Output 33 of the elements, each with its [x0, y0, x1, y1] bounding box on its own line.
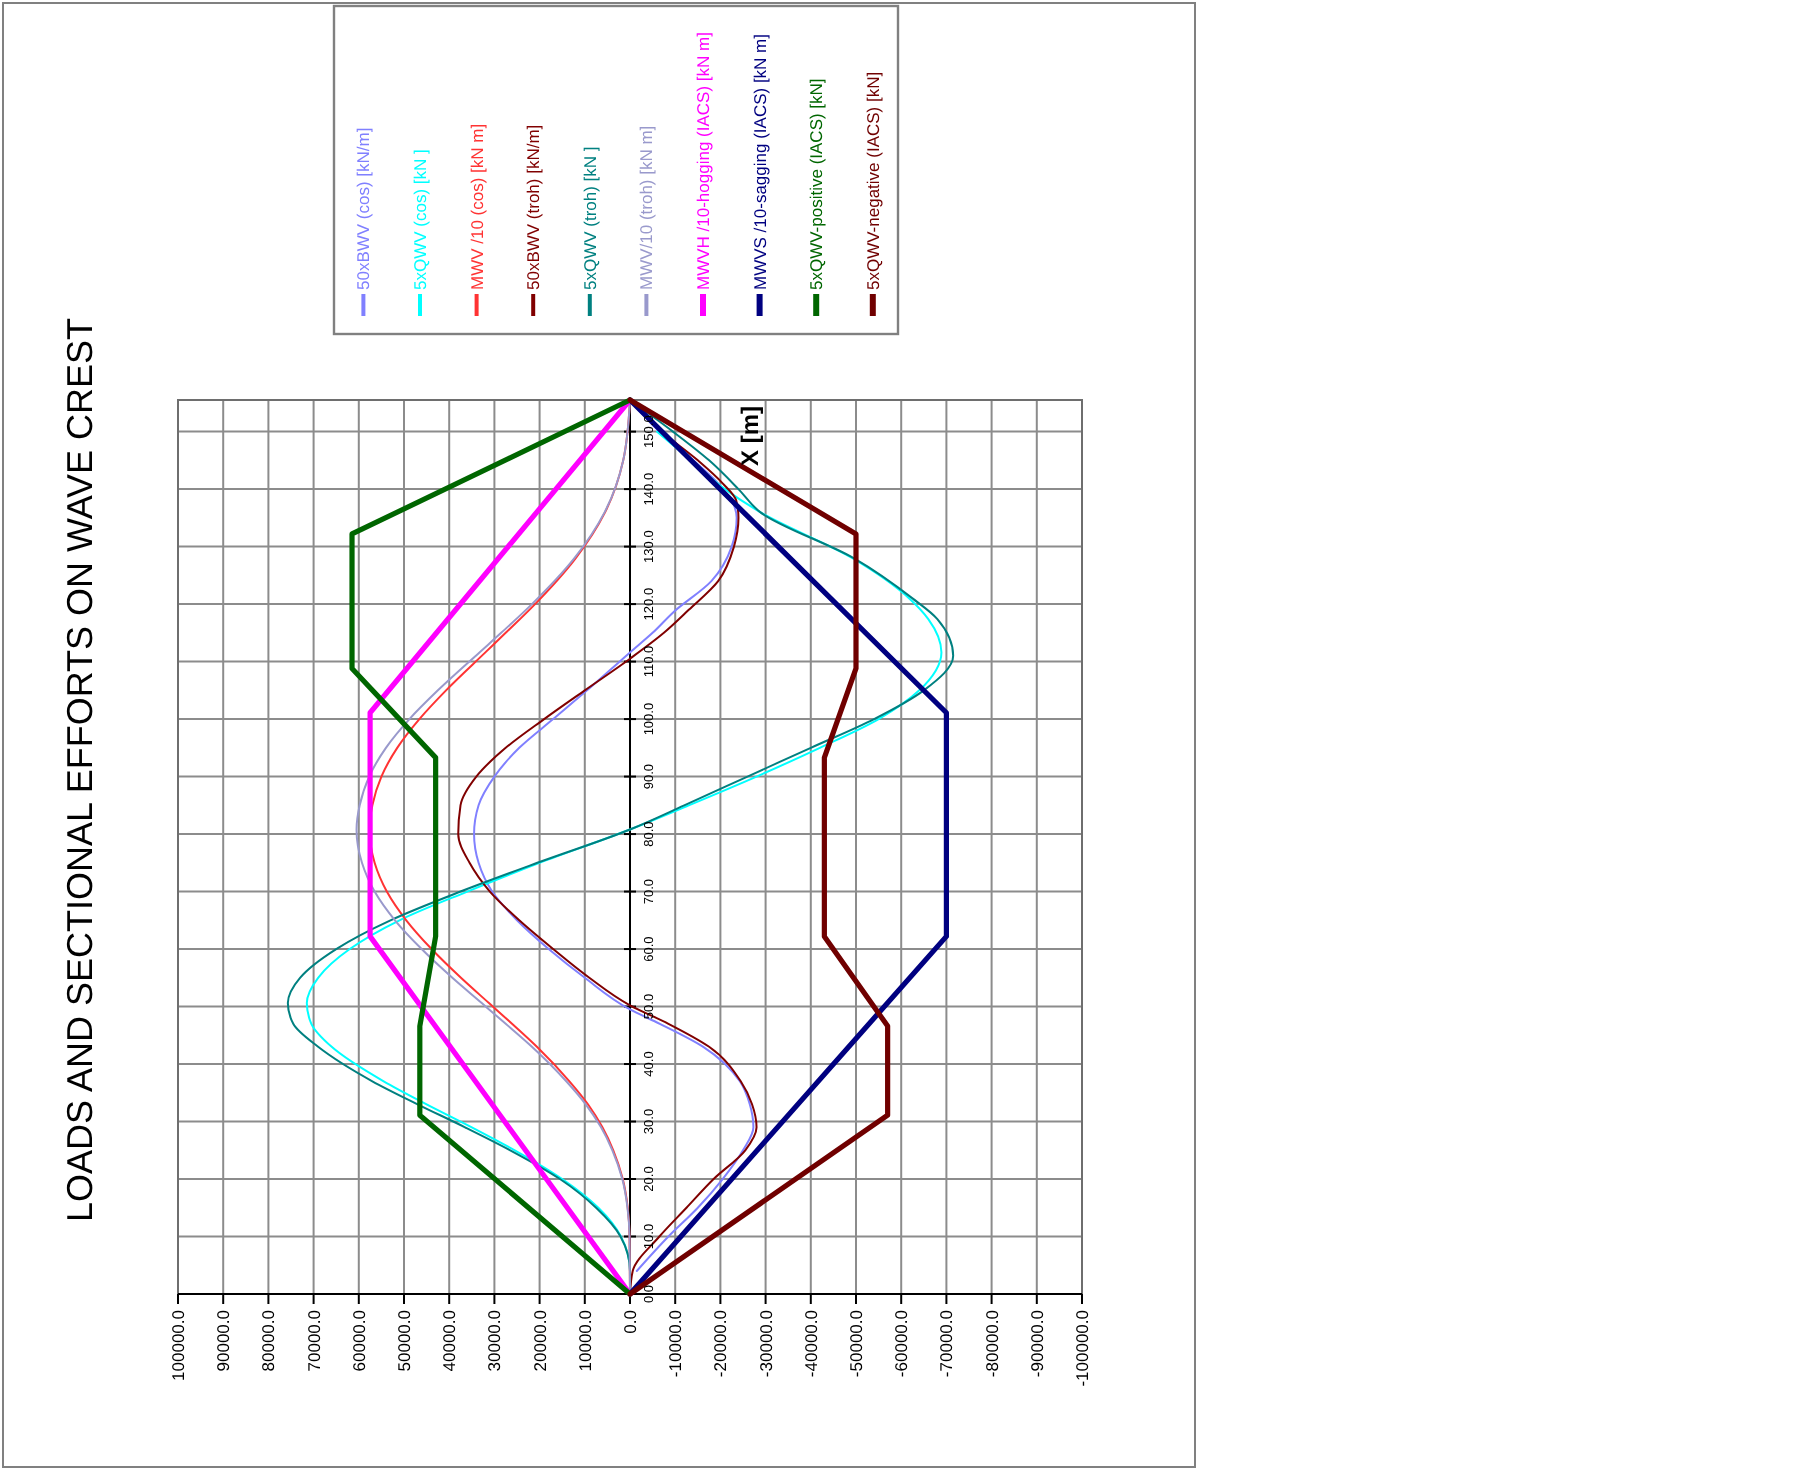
x-tick-label: -40000.0 [800, 1309, 821, 1378]
x-tick-label: 40000.0 [439, 1309, 460, 1372]
text: 5xQWV-negative (IACS) [kN] [862, 71, 883, 290]
x-tick-label: 30000.0 [484, 1309, 505, 1372]
x-tick-label: -30000.0 [755, 1309, 776, 1378]
text: MWV /10 (cos) [kN m] [466, 123, 487, 290]
x-tick-label: 60000.0 [348, 1309, 369, 1372]
x-tick-label: 50000.0 [394, 1309, 414, 1372]
y-axis-title: X [m] [736, 405, 764, 466]
x-tick-label: 100000.0 [168, 1309, 188, 1381]
text: LOADS AND SECTIONAL EFFORTS ON WAVE CREST [60, 317, 100, 1223]
x-tick-label: 90000.0 [213, 1309, 234, 1372]
x-tick-label: 10000.0 [574, 1309, 595, 1372]
text: MWV/10 (troh) [kN m] [636, 125, 657, 290]
text: MWVH /10-hogging (IACS) [kN m] [693, 32, 713, 290]
x-tick-label: -70000.0 [936, 1309, 957, 1378]
text: 50xBWV (troh) [kN/m] [523, 124, 544, 290]
x-tick-label: 20000.0 [529, 1309, 550, 1372]
x-tick-label: -90000.0 [1026, 1309, 1047, 1378]
x-tick-label: -60000.0 [891, 1309, 912, 1378]
x-tick-label: -50000.0 [846, 1309, 866, 1378]
x-tick-label: 70000.0 [303, 1309, 324, 1372]
x-tick-label: 80000.0 [258, 1309, 279, 1372]
x-tick-label: -10000.0 [665, 1309, 686, 1378]
text: MWVS /10-sagging (IACS) [kN m] [749, 33, 770, 290]
x-tick-label: -100000.0 [1072, 1309, 1092, 1387]
text: 50xBWV (cos) [kN/m] [353, 127, 374, 290]
text: 5xQWV-positive (IACS) [kN] [806, 78, 827, 290]
text: 5xQWV (cos) [kN ] [410, 149, 430, 290]
x-tick-label: -80000.0 [981, 1309, 1002, 1378]
x-tick-label: 0.0 [620, 1309, 640, 1334]
x-tick-label: -20000.0 [710, 1309, 731, 1378]
text: 5xQWV (troh) [kN ] [579, 146, 600, 290]
